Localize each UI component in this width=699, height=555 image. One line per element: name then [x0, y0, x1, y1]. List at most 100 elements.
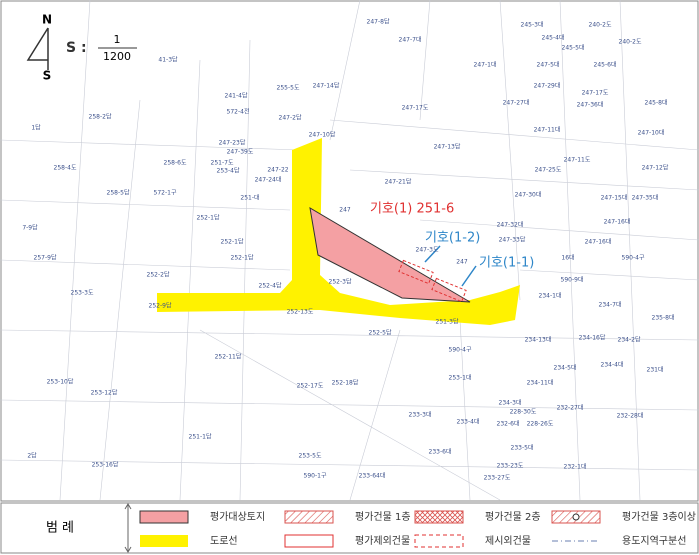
lot-label: 247-16대 [585, 238, 612, 246]
legend-label: 평가제외건물 [355, 535, 410, 547]
lot-label: 253-4답 [217, 168, 240, 175]
lot-label: 247-10대 [638, 129, 665, 137]
north-arrow: N S [26, 13, 52, 83]
scale-numerator: 1 [114, 33, 121, 46]
lot-label: 240-2도 [589, 22, 612, 29]
lot-label: 232-28대 [617, 412, 644, 420]
lot-label: 247 [339, 207, 351, 214]
lot-label: 41-3답 [158, 57, 178, 64]
lot-label: 2답 [27, 453, 37, 460]
lot-label: 245-5대 [562, 44, 585, 52]
lot-label: 245-3대 [521, 21, 544, 29]
lot-label: 252-4답 [259, 283, 282, 290]
annotation: 기호(1-1) [479, 256, 534, 271]
legend-label: 평가대상토지 [210, 511, 265, 523]
lot-label: 234-11대 [527, 379, 554, 387]
lot-label: 247-25도 [535, 167, 562, 174]
lot-label: 247-8답 [367, 19, 390, 26]
legend-label: 평가건물 1층 [355, 511, 411, 523]
lot-label: 590-4구 [622, 255, 645, 262]
legend-swatch [572, 513, 580, 521]
lot-label: 247-22 [267, 167, 288, 174]
lot-label: 590-4구 [449, 347, 472, 354]
lot-label: 16대 [561, 254, 574, 262]
lot-label: 232-27대 [557, 404, 584, 412]
lot-label: 247-36대 [577, 101, 604, 109]
lot-label: 252-3답 [329, 279, 352, 286]
lot-label: 258-2답 [89, 114, 112, 121]
lot-label: 234-3대 [499, 399, 522, 407]
lot-label: 7-9답 [22, 225, 38, 232]
lot-label: 251-3답 [436, 319, 459, 326]
legend-label: 평가건물 2층 [485, 511, 541, 523]
lot-label: 241-4답 [225, 93, 248, 100]
lot-label: 252-1답 [231, 255, 254, 262]
lot-label: 252-2답 [147, 272, 170, 279]
lot-label: 245-6대 [594, 61, 617, 69]
legend-swatch [139, 510, 189, 524]
scale-denominator: 1200 [103, 50, 131, 63]
lot-label: 247-16대 [604, 218, 631, 226]
lot-label: 247-12답 [642, 165, 669, 172]
legend-swatch [284, 510, 334, 524]
lot-label: 251-대 [240, 194, 259, 202]
lot-label: 234-13대 [525, 336, 552, 344]
building [431, 277, 467, 303]
lot-label: 247-32대 [497, 221, 524, 229]
lot-label: 253-16답 [92, 462, 119, 469]
lot-label: 572-4전 [227, 108, 250, 116]
building [398, 259, 434, 285]
lot-label: 252-9답 [149, 303, 172, 310]
lot-label: 247-5대 [537, 61, 560, 69]
lot-label: 255-5도 [277, 85, 300, 92]
lot-label: 247-15대 [601, 194, 628, 202]
lot-label: 247-14답 [313, 83, 340, 90]
lot-label: 252-13도 [287, 309, 314, 316]
lot-label: 251-1답 [189, 434, 212, 441]
lot-label: 247-27대 [503, 99, 530, 107]
lot-label: 232-6대 [497, 420, 520, 428]
lot-label: 234-16답 [579, 335, 606, 342]
lot-label: 240-2도 [619, 39, 642, 46]
lot-label: 252-5답 [369, 330, 392, 337]
road [157, 138, 520, 325]
lot-label: 231대 [647, 366, 664, 374]
lot-label: 253-12답 [91, 390, 118, 397]
lot-label: 247-39도 [227, 149, 254, 156]
lot-label: 234-1대 [539, 292, 562, 300]
legend-label: 도로선 [210, 535, 238, 547]
scale-label: S : [66, 40, 87, 56]
legend-swatch [140, 535, 188, 547]
lot-label: 258-5답 [107, 190, 130, 197]
lot-label: 247-33답 [499, 237, 526, 244]
legend-label: 용도지역구분선 [622, 535, 686, 547]
lot-label: 251-7도 [211, 160, 234, 167]
legend-swatch [284, 534, 334, 548]
lot-label: 247-30대 [515, 191, 542, 199]
lot-label: 247-7대 [399, 36, 422, 44]
lot-label: 247-21답 [385, 179, 412, 186]
lot-label: 247-13답 [434, 144, 461, 151]
lot-label: 247-23답 [219, 140, 246, 147]
lot-label: 247-35대 [632, 194, 659, 202]
leader-line [424, 245, 477, 287]
legend-swatch [414, 534, 464, 548]
lot-label: 247-11도 [564, 157, 591, 164]
lot-label: 590-1구 [304, 473, 327, 480]
legend-swatch [414, 510, 464, 524]
lot-label: 247-2답 [279, 115, 302, 122]
lot-label: 258-4도 [54, 165, 77, 172]
lot-label: 258-6도 [164, 160, 187, 167]
lot-label: 247-3도 [416, 247, 439, 254]
lot-label: 247-17도 [402, 105, 429, 112]
lot-label: 247-11대 [534, 126, 561, 134]
lot-label: 245-4대 [542, 34, 565, 42]
lot-label: 252-11답 [215, 354, 242, 361]
lot-label: 233-27도 [484, 475, 511, 482]
lot-label: 247-29대 [534, 82, 561, 90]
lot-label: 247-1대 [474, 61, 497, 69]
lot-label: 228-30도 [510, 409, 537, 416]
lot-label: 233-5대 [511, 444, 534, 452]
